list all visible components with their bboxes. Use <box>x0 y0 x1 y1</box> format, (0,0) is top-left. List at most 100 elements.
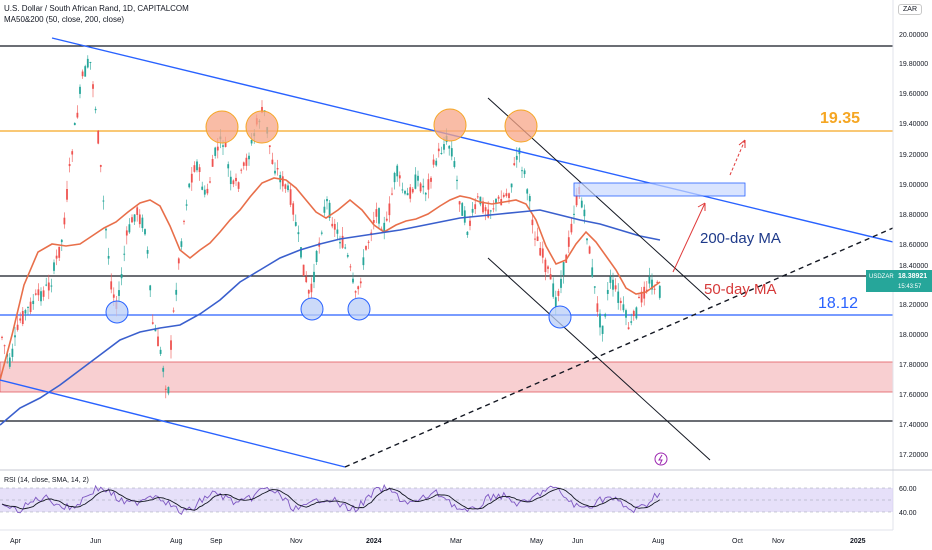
candle-body <box>237 182 240 189</box>
candle-body <box>27 306 29 308</box>
candle-body <box>414 174 417 189</box>
time-tick: Aug <box>170 538 183 545</box>
candle-body <box>541 248 544 258</box>
candle-body <box>352 278 354 283</box>
candle-body <box>531 219 534 226</box>
resistance-touch-marker <box>504 109 538 143</box>
candle-body <box>245 157 248 166</box>
candle-body <box>216 146 219 151</box>
lower-trendline <box>0 379 346 468</box>
candle-body <box>339 241 341 244</box>
rsi-sma-line <box>1 487 661 511</box>
candle-body <box>242 162 245 166</box>
candle-body <box>271 159 274 165</box>
time-axis[interactable]: Apr Jun Aug Sep Nov 2024 Mar May Jun Aug… <box>0 529 893 545</box>
candle-body <box>534 238 536 240</box>
candle-body <box>411 188 414 193</box>
candle-body <box>419 183 422 192</box>
candle-body <box>391 193 393 195</box>
candle-body <box>614 285 617 290</box>
candle-body <box>313 271 315 283</box>
candle-body <box>596 303 599 312</box>
candle-body <box>388 203 391 216</box>
candle-body <box>393 172 396 183</box>
lightning-icon[interactable] <box>654 452 668 466</box>
price-tick: 17.60000 <box>899 392 928 399</box>
candle-body <box>448 145 451 149</box>
candle-body <box>102 200 105 202</box>
candle-body <box>224 142 227 147</box>
candle-body <box>336 229 339 234</box>
candle-body <box>591 267 594 277</box>
price-axis[interactable]: 20.00000 19.80000 19.60000 19.40000 19.2… <box>892 0 928 530</box>
candle-body <box>86 58 89 68</box>
candle-body <box>502 194 505 197</box>
candle-body <box>120 274 123 279</box>
time-tick: Sep <box>210 538 223 545</box>
candle-body <box>154 328 157 332</box>
candle-body <box>123 253 126 255</box>
candle-body <box>427 179 430 190</box>
candle-body <box>297 232 300 235</box>
current-price-badge: USDZAR 18.38921 15:43:57 <box>866 270 932 292</box>
candle-body <box>617 291 620 303</box>
candle-body <box>435 160 438 166</box>
candle-body <box>570 223 573 233</box>
candle-body <box>240 169 243 171</box>
candle-body <box>515 155 518 160</box>
candle-body <box>492 208 495 210</box>
candle-body <box>432 159 435 165</box>
candle-body <box>149 285 152 291</box>
candle-body <box>1 336 3 338</box>
currency-button[interactable]: ZAR <box>898 4 922 15</box>
candle-body <box>211 159 214 167</box>
candle-body <box>183 220 185 222</box>
candle-body <box>437 148 440 152</box>
price-tick: 19.40000 <box>899 121 928 128</box>
rising-support-dashed <box>344 227 894 468</box>
resistance-label: 19.35 <box>820 110 860 127</box>
candle-body <box>305 276 308 283</box>
candle-body <box>461 203 464 216</box>
candle-body <box>651 279 653 290</box>
candle-body <box>162 367 165 372</box>
candle-body <box>331 223 334 227</box>
candle-body <box>40 291 42 302</box>
time-tick: Apr <box>10 538 22 545</box>
indicator-legend[interactable]: MA50&200 (50, close, 200, close) <box>4 15 125 24</box>
candle-body <box>375 209 378 217</box>
time-tick: Jun <box>90 538 101 545</box>
candle-body <box>201 186 204 190</box>
candle-body <box>196 161 198 171</box>
candle-body <box>185 204 188 206</box>
candle-body <box>105 228 107 231</box>
price-tick: 19.20000 <box>899 152 928 159</box>
candle-body <box>458 201 461 205</box>
resistance-touch-marker <box>433 108 467 142</box>
resistance-touch-marker <box>245 110 279 144</box>
candle-body <box>170 340 172 350</box>
candle-body <box>276 168 279 170</box>
symbol-title[interactable]: U.S. Dollar / South African Rand, 1D, CA… <box>4 4 189 13</box>
time-tick: Aug <box>652 538 665 545</box>
candle-body <box>653 288 656 290</box>
support-label: 18.12 <box>818 295 858 312</box>
candle-body <box>635 307 638 319</box>
candle-body <box>627 327 630 330</box>
candle-body <box>307 290 310 294</box>
candle-body <box>294 222 297 226</box>
candle-body <box>110 281 113 290</box>
candle-body <box>125 230 128 236</box>
candle-body <box>112 294 115 298</box>
candle-body <box>526 189 529 194</box>
candle-body <box>450 148 453 157</box>
candle-body <box>396 165 399 177</box>
price-tick: 19.80000 <box>899 61 928 68</box>
candle-body <box>76 112 79 118</box>
candle-body <box>92 84 94 89</box>
candle-body <box>362 257 365 266</box>
candle-body <box>89 61 92 63</box>
candle-body <box>625 310 627 318</box>
candle-body <box>151 322 154 324</box>
